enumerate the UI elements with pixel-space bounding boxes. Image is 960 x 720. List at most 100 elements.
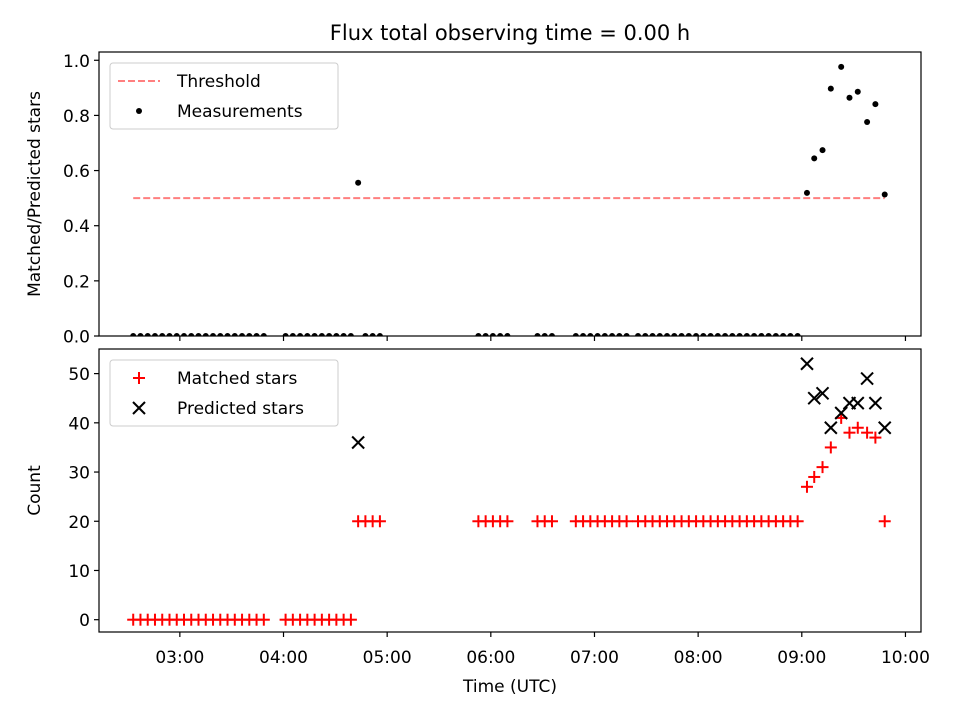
measurement-point	[649, 333, 656, 336]
measurement-point	[159, 333, 166, 336]
bottom-ytick-label: 0	[79, 611, 90, 631]
predicted-star-point	[800, 357, 814, 371]
measurement-point	[642, 333, 649, 336]
predicted-star-point	[834, 406, 848, 420]
measurement-point	[239, 333, 246, 336]
measurement-point	[475, 333, 482, 336]
measurement-point	[369, 333, 376, 336]
measurement-point	[144, 333, 151, 336]
measurement-point	[340, 333, 347, 336]
measurement-point	[707, 333, 714, 336]
measurement-point	[722, 333, 729, 336]
measurement-point	[166, 333, 173, 336]
top-axes-frame	[98, 51, 922, 337]
measurement-point	[594, 333, 601, 336]
bottom-xtick-label: 06:00	[466, 648, 515, 668]
measurement-point	[736, 333, 743, 336]
measurement-point	[794, 333, 801, 336]
bottom-legend-box	[109, 359, 339, 427]
measurement-point	[656, 333, 663, 336]
bottom-ytick-label: 40	[68, 414, 90, 434]
top-ytick-label: 0.0	[63, 328, 90, 348]
top-legend: Threshold Measurements	[109, 62, 339, 130]
top-ytick-label: 0.4	[63, 217, 90, 237]
top-ytick-label: 0.6	[63, 162, 90, 182]
legend-predicted-swatch-d2	[132, 401, 146, 415]
measurement-point	[318, 333, 325, 336]
bottom-xtick-label: 08:00	[674, 648, 723, 668]
measurement-point	[616, 333, 623, 336]
measurement-point	[548, 333, 555, 336]
measurement-point	[787, 333, 794, 336]
measurement-point	[846, 94, 853, 101]
matched-star-point	[816, 461, 829, 474]
measurement-point	[355, 179, 362, 186]
measurement-point	[601, 333, 608, 336]
predicted-star-point	[851, 396, 865, 410]
measurement-point	[362, 333, 369, 336]
measurement-point	[827, 85, 834, 92]
measurement-point	[482, 333, 489, 336]
bottom-xtick-label: 05:00	[363, 648, 412, 668]
top-ytick-label: 0.2	[63, 272, 90, 292]
measurement-point	[282, 333, 289, 336]
measurement-point	[751, 333, 758, 336]
legend-label: Matched stars	[177, 369, 297, 389]
measurement-point	[819, 147, 826, 154]
top-ytick-label: 1.0	[63, 52, 90, 72]
matched-star-point	[808, 470, 821, 483]
measurement-point	[772, 333, 779, 336]
bottom-panel-counts: 0 10 20 30 40 50 03:00 04:00 05:00 06:00 07:00 08:0…	[25, 348, 930, 697]
matched-star-point	[373, 515, 386, 528]
bottom-ylabel: Count	[25, 465, 45, 516]
matched-star-point	[344, 613, 357, 626]
bottom-xlabel: Time (UTC)	[462, 677, 557, 697]
bottom-xtick-label: 04:00	[259, 648, 308, 668]
measurement-point	[504, 333, 511, 336]
matched-star-point	[257, 613, 270, 626]
top-plot-area	[130, 63, 888, 336]
measurement-point	[541, 333, 548, 336]
x-d2	[815, 386, 830, 401]
matched-star-point	[878, 515, 891, 528]
measurement-point	[217, 333, 224, 336]
measurement-point	[253, 333, 260, 336]
matched-star-point	[824, 441, 837, 454]
bottom-xtick-label: 09:00	[777, 648, 826, 668]
measurement-point	[180, 333, 187, 336]
measurement-point	[202, 333, 209, 336]
matched-star-point	[791, 515, 804, 528]
bottom-ytick-label: 50	[68, 365, 90, 385]
measurement-point	[803, 189, 810, 196]
measurement-point	[195, 333, 202, 336]
measurement-point	[489, 333, 496, 336]
x-d2	[878, 421, 892, 435]
measurement-point	[864, 119, 871, 126]
measurement-point	[224, 333, 231, 336]
measurement-point	[671, 333, 678, 336]
measurement-point	[609, 333, 616, 336]
x-d2	[860, 371, 874, 386]
measurement-point	[635, 333, 642, 336]
measurement-point	[685, 333, 692, 336]
measurement-point	[231, 333, 238, 336]
measurement-point	[333, 333, 340, 336]
measurement-point	[534, 333, 541, 336]
figure-title: Flux total observing time = 0.00 h	[330, 21, 690, 45]
top-panel-ratio: 0.0 0.2 0.4 0.6 0.8 1.0 Matched/Predicted star…	[25, 51, 922, 348]
measurement-point	[173, 333, 180, 336]
measurement-point	[678, 333, 685, 336]
measurement-point	[326, 333, 333, 336]
measurement-point	[260, 333, 267, 336]
legend-measurement-swatch	[136, 108, 142, 114]
bottom-ytick-label: 30	[68, 464, 90, 484]
matched-star-point	[501, 515, 514, 528]
legend-label: Measurements	[177, 102, 303, 122]
bottom-axes-frame	[98, 348, 922, 633]
predicted-star-point	[878, 421, 892, 435]
measurement-point	[587, 333, 594, 336]
measurement-point	[623, 333, 630, 336]
measurement-point	[497, 333, 504, 336]
x-d2	[868, 396, 883, 410]
x-d2	[351, 435, 365, 450]
